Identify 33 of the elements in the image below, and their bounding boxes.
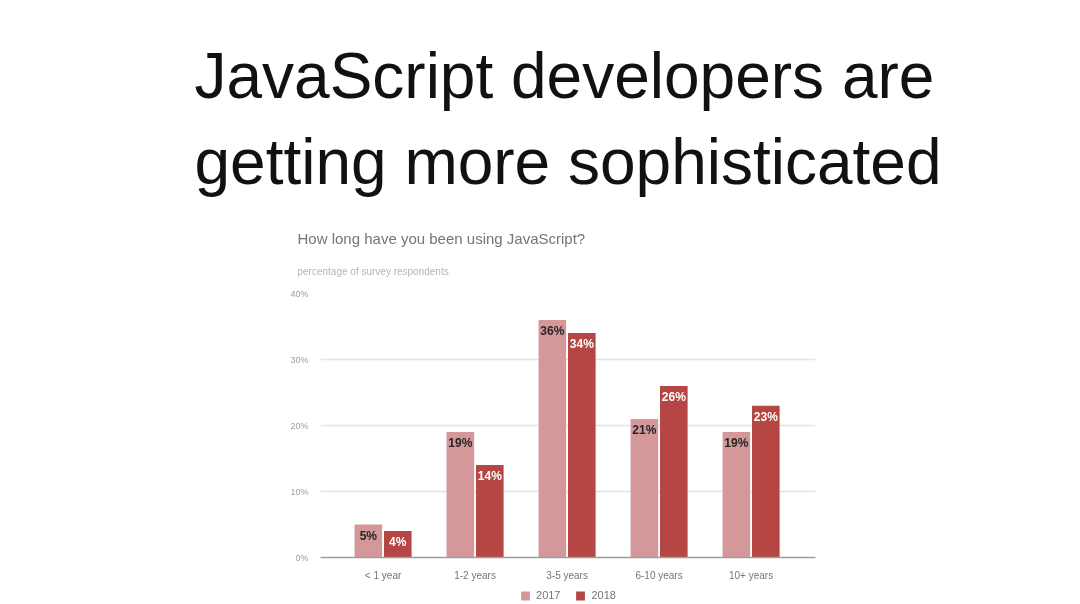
bar — [722, 432, 751, 558]
y-tick-label: 0% — [295, 552, 309, 563]
data-label: 19% — [448, 436, 473, 451]
x-tick-label: < 1 year — [364, 569, 402, 581]
chart-title: JavaScript developers are getting more sophisticated — [194, 40, 942, 199]
y-tick-label: 20% — [290, 420, 309, 431]
data-label: 14% — [477, 469, 503, 484]
bar — [630, 418, 659, 558]
bar — [660, 385, 688, 558]
data-label: 26% — [661, 389, 687, 404]
data-label: 36% — [540, 323, 565, 338]
data-label: 19% — [724, 436, 749, 451]
legend-label: 2017 — [536, 589, 561, 601]
bar — [568, 333, 596, 558]
chart-subtitle: How long have you been using JavaScript? — [297, 229, 586, 247]
x-tick-label: 6-10 years — [635, 569, 683, 581]
bar — [475, 465, 504, 558]
bar — [446, 432, 475, 558]
data-label: 34% — [569, 337, 595, 352]
y-tick-label: 10% — [290, 486, 309, 497]
y-tick-label: 40% — [290, 288, 309, 299]
x-tick-label: 3-5 years — [546, 569, 588, 581]
data-label: 4% — [389, 535, 407, 550]
x-tick-label: 10+ years — [729, 569, 774, 581]
bar — [752, 405, 780, 558]
text: percentage of survey respondents — [297, 265, 449, 277]
legend-label: 2018 — [591, 589, 616, 601]
data-label: 21% — [632, 422, 657, 437]
data-label: 23% — [753, 409, 779, 424]
x-tick-label: 1-2 years — [454, 569, 496, 581]
bar — [538, 319, 567, 558]
y-tick-label: 30% — [290, 354, 309, 365]
data-label: 5% — [359, 528, 378, 543]
